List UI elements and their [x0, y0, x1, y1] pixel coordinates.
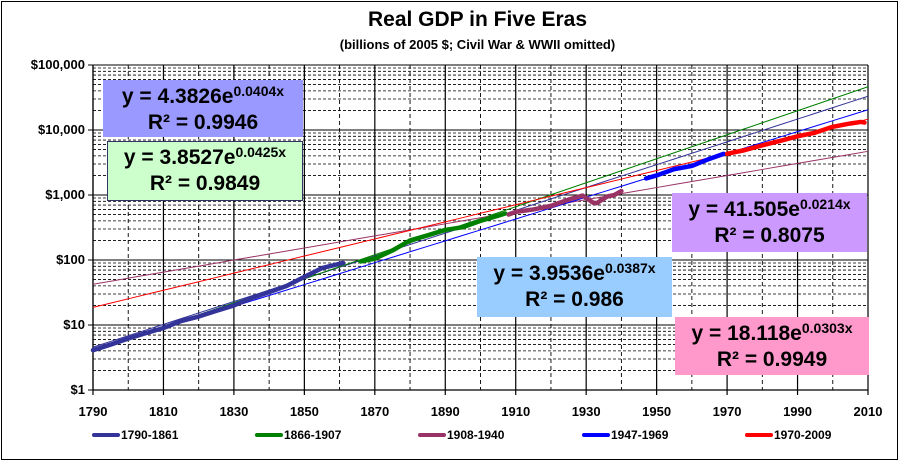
- x-tick-label: 1830: [219, 404, 249, 419]
- legend-label: 1866-1907: [284, 428, 342, 442]
- equation: y = 4.3826e0.0404x: [104, 84, 302, 110]
- y-tick-label: $100,000: [30, 57, 85, 72]
- x-tick-label: 1990: [783, 404, 812, 419]
- equation: y = 3.9536e0.0387x: [478, 261, 671, 287]
- chart-subtitle: (billions of 2005 $; Civil War & WWII om…: [339, 37, 616, 52]
- y-tick-label: $10,000: [38, 122, 85, 137]
- equation: y = 18.118e0.0303x: [676, 321, 868, 347]
- trendline-equation-box: y = 41.505e0.0214x R² = 0.8075: [672, 193, 867, 252]
- r-squared: R² = 0.986: [525, 288, 624, 311]
- chart-title: Real GDP in Five Eras: [367, 8, 588, 31]
- legend-swatch: [582, 433, 610, 437]
- equation-coef: y = 18.118e: [691, 322, 802, 345]
- y-tick-label: $1: [70, 382, 85, 397]
- legend-label: 1790-1861: [121, 428, 179, 442]
- series-1908-1940: [506, 188, 624, 217]
- r-squared: R² = 0.8075: [714, 224, 825, 247]
- r-squared: R² = 0.9949: [716, 348, 828, 371]
- y-tick-label: $100: [56, 252, 85, 267]
- legend-item: 1790-1861: [92, 428, 178, 442]
- legend-swatch: [92, 433, 120, 437]
- r-squared: R² = 0.9849: [149, 172, 261, 195]
- equation-exponent: 0.0404x: [233, 83, 285, 99]
- legend-item: 1947-1969: [582, 428, 668, 442]
- legend-label: 1970-2009: [774, 428, 832, 442]
- trendline-equation-box: y = 4.3826e0.0404x R² = 0.9946: [103, 80, 303, 137]
- x-tick-label: 1910: [501, 404, 531, 419]
- equation-coef: y = 3.8527e: [123, 146, 236, 169]
- legend-swatch: [255, 433, 283, 437]
- x-tick-label: 1970: [712, 404, 742, 419]
- trendline-equation-box: y = 18.118e0.0303x R² = 0.9949: [675, 317, 869, 375]
- legend-item: 1908-1940: [418, 428, 504, 442]
- legend-label: 1947-1969: [611, 428, 669, 442]
- equation-coef: y = 41.505e: [688, 198, 800, 221]
- y-tick-label: $1,000: [45, 187, 85, 202]
- equation: y = 3.8527e0.0425x: [108, 145, 302, 171]
- equation-exponent: 0.0303x: [801, 320, 853, 336]
- trendline-equation-box: y = 3.8527e0.0425x R² = 0.9849: [107, 141, 303, 201]
- x-tick-label: 1850: [289, 404, 319, 419]
- series-1790-1861: [90, 260, 346, 353]
- equation-exponent: 0.0425x: [235, 144, 287, 160]
- r-squared: R² = 0.9946: [147, 111, 259, 134]
- x-tick-label: 1790: [78, 404, 108, 419]
- series-1866-1907: [358, 211, 508, 264]
- legend-item: 1970-2009: [745, 428, 831, 442]
- x-tick-label: 1890: [430, 404, 460, 419]
- equation-coef: y = 3.9536e: [493, 262, 605, 285]
- legend-label: 1908-1940: [447, 428, 505, 442]
- trendline-equation-box: y = 3.9536e0.0387x R² = 0.986: [477, 257, 672, 317]
- legend-swatch: [418, 433, 446, 437]
- x-tick-label: 1810: [148, 404, 178, 419]
- x-tick-label: 1930: [571, 404, 601, 419]
- x-tick-label: 1870: [360, 404, 390, 419]
- equation-coef: y = 4.3826e: [121, 85, 234, 108]
- equation-exponent: 0.0387x: [604, 260, 656, 276]
- trendline-1908-1940: [92, 150, 869, 285]
- legend-swatch: [745, 433, 773, 437]
- x-tick-label: 1950: [642, 404, 672, 419]
- equation-exponent: 0.0214x: [799, 196, 851, 212]
- x-tick-label: 2010: [853, 404, 883, 419]
- legend-item: 1866-1907: [255, 428, 341, 442]
- series-1947-1969: [643, 151, 726, 181]
- series-1970-2009: [724, 119, 867, 157]
- equation: y = 41.505e0.0214x: [673, 197, 866, 223]
- y-tick-label: $10: [63, 317, 85, 332]
